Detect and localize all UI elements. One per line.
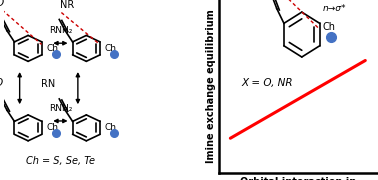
Text: Ch = S, Se, Te: Ch = S, Se, Te: [26, 156, 95, 166]
Text: Ch: Ch: [105, 44, 116, 53]
Text: O: O: [0, 0, 4, 8]
Y-axis label: Imine exchange equilibrium: Imine exchange equilibrium: [206, 10, 217, 163]
Text: X = O, NR: X = O, NR: [241, 78, 293, 88]
Text: Ch: Ch: [46, 123, 58, 132]
Text: RN: RN: [41, 79, 55, 89]
Text: Ch: Ch: [46, 44, 58, 53]
Text: Ch: Ch: [105, 123, 116, 132]
Text: Ch: Ch: [322, 22, 336, 32]
Text: RNH₂: RNH₂: [49, 104, 72, 113]
X-axis label: Orbital interaction in
chalcogen bonding: Orbital interaction in chalcogen bonding: [240, 177, 357, 180]
Text: RNH₂: RNH₂: [49, 26, 72, 35]
Text: O: O: [0, 78, 3, 88]
Text: n→σ*: n→σ*: [322, 4, 346, 13]
Text: NR: NR: [60, 0, 74, 10]
